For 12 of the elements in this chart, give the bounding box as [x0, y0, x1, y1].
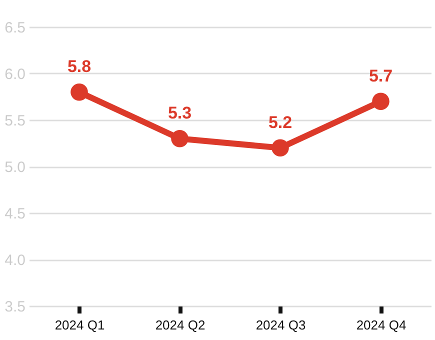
point — [70, 83, 88, 101]
x-tick-label: 2024 Q4 — [356, 318, 406, 332]
data-label: 5.2 — [268, 112, 292, 132]
data-label: 5.3 — [168, 104, 192, 123]
x-tick-label: 2024 Q3 — [256, 318, 306, 332]
data-label: 5.7 — [368, 66, 393, 86]
point — [372, 92, 390, 110]
point — [171, 130, 188, 148]
point — [272, 139, 289, 157]
data-label: 5.8 — [67, 57, 92, 76]
x-tick-label: 2024 Q1 — [54, 318, 105, 332]
x-tick-label: 2024 Q2 — [155, 318, 206, 332]
